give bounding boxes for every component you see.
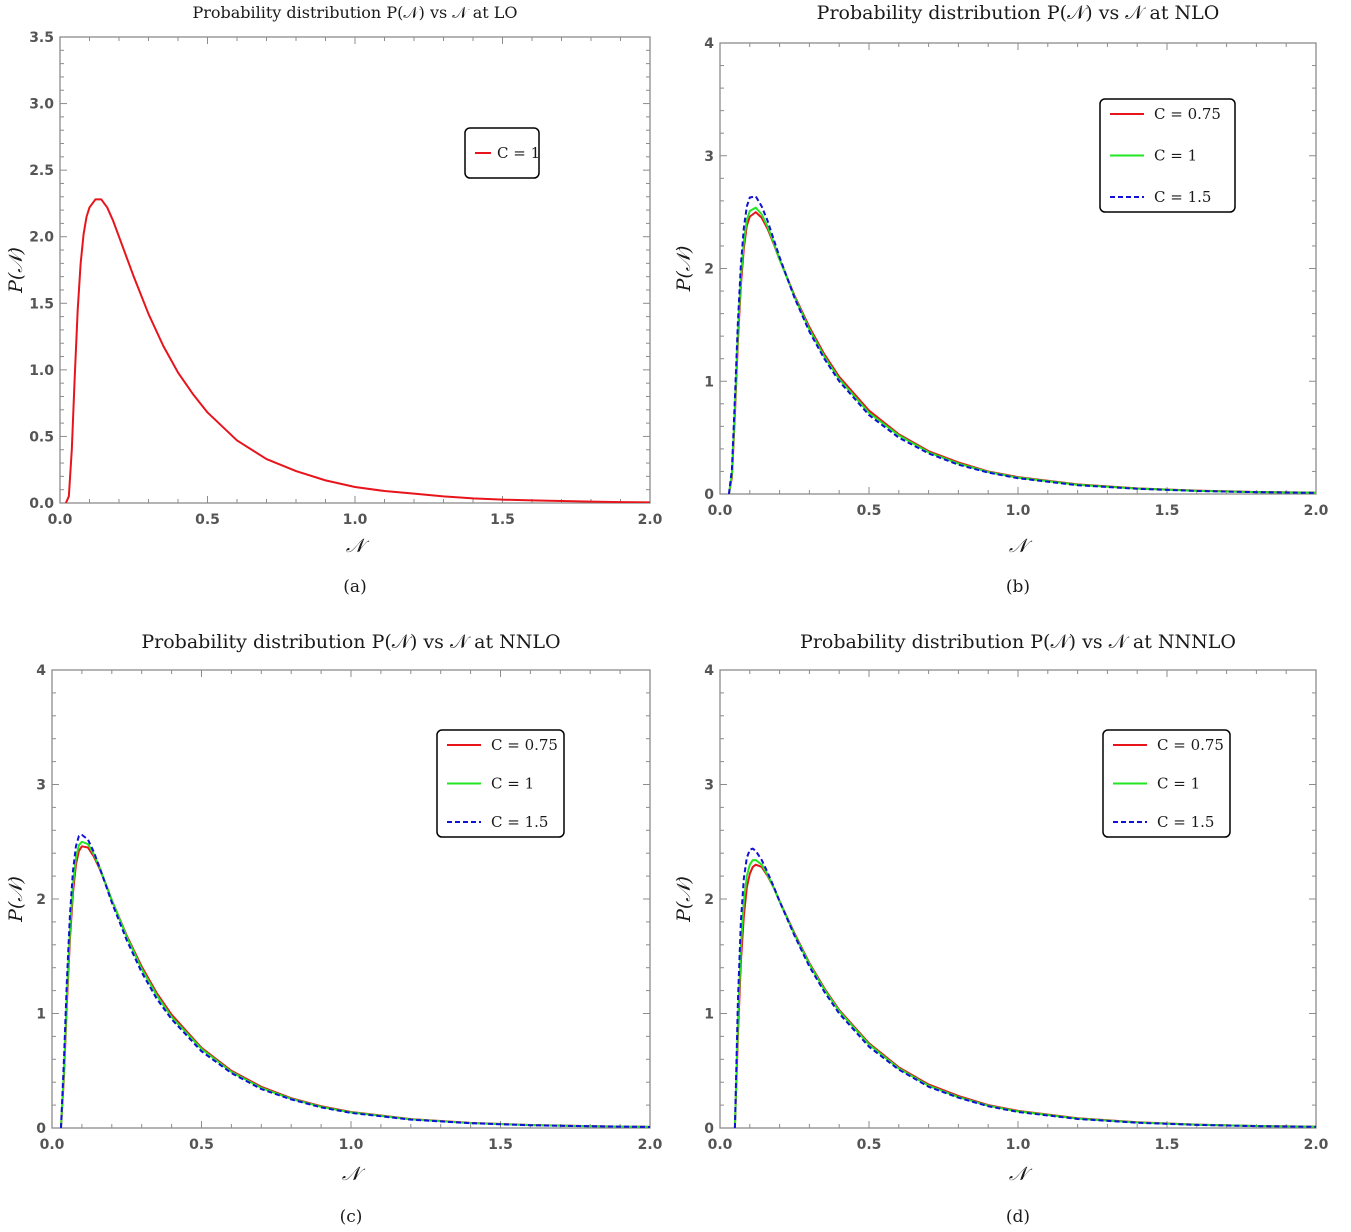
panel-caption: (b) [1006,577,1030,597]
y-tick-label: 1.5 [29,296,54,312]
legend-label: C = 1 [497,144,540,162]
y-axis-label: P(𝒩) [673,246,695,293]
x-tick-label: 1.5 [1155,503,1180,519]
y-tick-label: 4 [36,663,46,679]
x-tick-label: 1.0 [343,512,368,528]
panel-caption: (d) [1006,1207,1030,1227]
x-tick-label: 0.0 [40,1137,65,1153]
legend-label: C = 0.75 [1157,736,1224,754]
x-axis-label: 𝒩 [1009,1163,1033,1185]
y-tick-label: 0 [36,1121,46,1137]
legend-label: C = 0.75 [491,736,558,754]
legend-label: C = 0.75 [1154,105,1221,123]
x-axis-label: 𝒩 [342,1163,366,1185]
y-tick-label: 2.5 [29,163,54,179]
x-tick-label: 0.5 [195,512,220,528]
legend-label: C = 1 [491,775,534,793]
y-tick-label: 0 [704,487,714,503]
y-tick-label: 3 [36,778,46,794]
series-line [727,195,1316,494]
x-tick-label: 1.5 [1155,1137,1180,1153]
y-tick-label: 3 [704,778,714,794]
legend-label: C = 1 [1154,147,1197,165]
series-line [59,840,650,1128]
x-tick-label: 2.0 [1304,1137,1329,1153]
y-tick-label: 1 [704,1007,714,1023]
series-line [733,863,1316,1128]
x-tick-label: 0.0 [48,512,73,528]
x-tick-label: 0.5 [189,1137,214,1153]
series-line [59,833,650,1128]
x-tick-label: 1.0 [339,1137,364,1153]
chart-title: Probability distribution P(𝒩) vs 𝒩 at NL… [817,2,1220,24]
series-line [59,845,650,1128]
x-tick-label: 0.5 [857,1137,882,1153]
y-tick-label: 1.0 [29,363,54,379]
y-tick-label: 4 [704,663,714,679]
legend-label: C = 1.5 [1157,813,1214,831]
legend-box [464,127,540,179]
x-tick-label: 0.0 [708,503,733,519]
x-axis-label: 𝒩 [346,535,370,557]
plot-frame [59,36,651,504]
series-line [733,847,1316,1128]
x-tick-label: 2.0 [638,512,663,528]
series-line [64,198,650,503]
x-tick-label: 1.5 [490,512,515,528]
panel-b: 0.0 0.5 1.0 1.5 2.0 0 1 2 3 4 Probability distribu… [673,2,1329,597]
y-tick-label: 2 [704,892,714,908]
y-tick-label: 4 [704,36,714,52]
series-line [727,206,1316,494]
y-tick-label: 2.0 [29,230,54,246]
x-tick-label: 1.5 [488,1137,513,1153]
chart-title: Probability distribution P(𝒩) vs 𝒩 at NN… [800,631,1236,653]
legend-label: C = 1.5 [1154,188,1211,206]
y-tick-label: 3.5 [29,30,54,46]
x-axis-label: 𝒩 [1009,535,1033,557]
x-tick-label: 0.5 [857,503,882,519]
y-tick-label: 3.0 [29,97,54,113]
panel-a: 0.0 0.5 1.0 1.5 2.0 0.0 0.5 1.0 1.5 2.0 2.5 3.0 3.5 P… [5,3,663,597]
legend-box [1102,729,1231,838]
y-tick-label: 0.5 [29,429,54,445]
panel-c: 0.0 0.5 1.0 1.5 2.0 0 1 2 3 4 Probability distribu… [5,631,663,1227]
x-tick-label: 1.0 [1006,1137,1031,1153]
x-tick-label: 2.0 [638,1137,663,1153]
chart-title: Probability distribution P(𝒩) vs 𝒩 at LO [192,3,517,22]
y-tick-label: 1 [704,374,714,390]
panel-caption: (a) [343,577,366,597]
legend-label: C = 1.5 [491,813,548,831]
y-tick-label: 1 [36,1007,46,1023]
series-line [733,859,1316,1128]
legend-label: C = 1 [1157,775,1200,793]
legend-box [1099,98,1236,213]
panel-caption: (c) [340,1207,363,1227]
y-axis-label: P(𝒩) [5,876,27,923]
legend-box [436,729,565,838]
y-tick-label: 2 [704,262,714,278]
y-tick-label: 0 [704,1121,714,1137]
panel-d: 0.0 0.5 1.0 1.5 2.0 0 1 2 3 4 Probability distribu… [673,631,1329,1227]
x-tick-label: 1.0 [1006,503,1031,519]
y-axis-label: P(𝒩) [5,247,27,294]
y-tick-label: 3 [704,149,714,165]
y-axis-label: P(𝒩) [673,876,695,923]
x-tick-label: 0.0 [708,1137,733,1153]
x-tick-label: 2.0 [1304,503,1329,519]
y-tick-label: 0.0 [29,496,54,512]
y-tick-label: 2 [36,892,46,908]
chart-title: Probability distribution P(𝒩) vs 𝒩 at NN… [141,631,560,653]
series-line [727,211,1316,494]
